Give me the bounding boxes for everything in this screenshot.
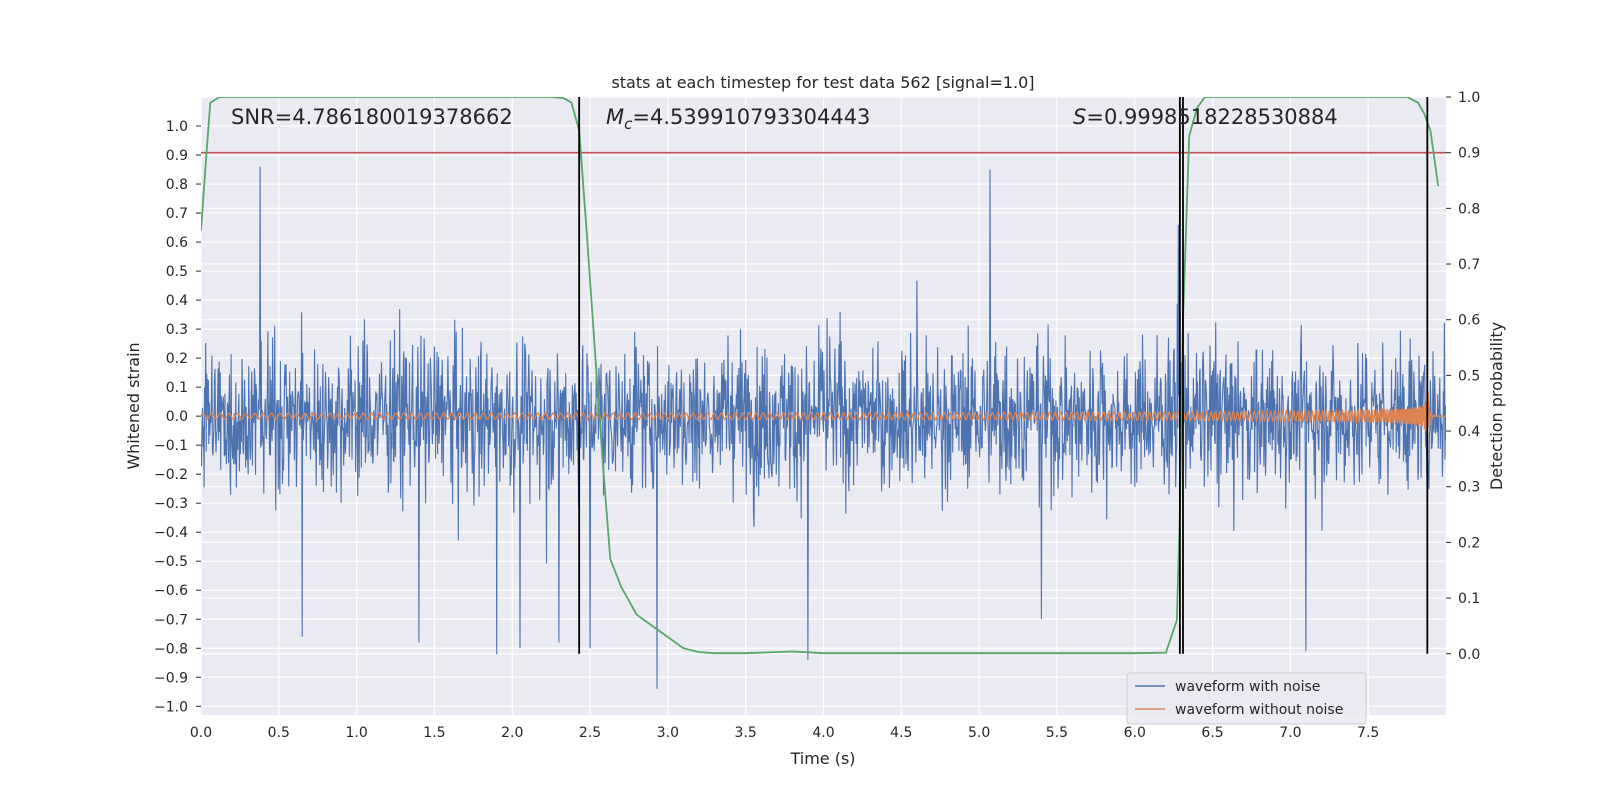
- statistic-symbol: S: [1073, 105, 1086, 129]
- x-tick-label: 2.0: [501, 725, 523, 741]
- y-left-tick-label: 0.6: [166, 235, 188, 251]
- y-left-tick-label: −0.4: [154, 525, 188, 541]
- y-left-tick-label: −1.0: [154, 699, 188, 715]
- y-left-tick-label: −0.7: [154, 612, 188, 628]
- x-tick-label: 1.0: [345, 725, 367, 741]
- y-left-tick-label: −0.6: [154, 583, 188, 599]
- y-left-tick-label: 0.2: [166, 351, 188, 367]
- x-tick-label: 7.0: [1279, 725, 1301, 741]
- y-left-tick-label: 0.7: [166, 206, 188, 222]
- y-left-tick-label: −0.2: [154, 467, 188, 483]
- x-axis-label: Time (s): [789, 749, 855, 768]
- x-tick-label: 6.5: [1201, 725, 1223, 741]
- y-left-tick-label: 0.4: [166, 293, 188, 309]
- chirp-mass-symbol: M: [606, 105, 624, 129]
- y-right-tick-label: 0.7: [1458, 257, 1480, 273]
- legend-label-noise: waveform with noise: [1175, 679, 1320, 695]
- y-right-tick-label: 0.2: [1458, 535, 1480, 551]
- snr-annotation: SNR=4.786180019378662: [231, 105, 513, 129]
- y-left-tick-label: 0.9: [166, 148, 188, 164]
- y-left-tick-label: −0.1: [154, 438, 188, 454]
- y-right-tick-label: 0.3: [1458, 480, 1480, 496]
- y-axis-left-label: Whitened strain: [124, 342, 143, 469]
- chirp-mass-annotation: Mc=4.539910793304443: [606, 105, 870, 133]
- x-tick-label: 0.5: [268, 725, 290, 741]
- x-tick-label: 7.5: [1357, 725, 1379, 741]
- x-tick-label: 2.5: [579, 725, 601, 741]
- y-left-tick-label: 0.3: [166, 322, 188, 338]
- y-left-tick-label: 0.8: [166, 177, 188, 193]
- x-tick-label: 3.0: [657, 725, 679, 741]
- x-tick-label: 0.0: [190, 725, 212, 741]
- y-right-tick-label: 1.0: [1458, 90, 1480, 106]
- statistic-value: =0.9998518228530884: [1086, 105, 1337, 129]
- legend-label-clean: waveform without noise: [1175, 702, 1343, 718]
- y-right-tick-label: 0.1: [1458, 591, 1480, 607]
- legend: waveform with noise waveform without noi…: [1126, 672, 1367, 725]
- chirp-mass-subscript: c: [624, 115, 633, 133]
- x-tick-label: 5.0: [968, 725, 990, 741]
- x-tick-label: 4.5: [890, 725, 912, 741]
- y-right-tick-label: 0.8: [1458, 201, 1480, 217]
- x-tick-label: 1.5: [423, 725, 445, 741]
- data-layer: [201, 97, 1446, 689]
- y-left-tick-label: 0.5: [166, 264, 188, 280]
- y-left-tick-label: 1.0: [166, 119, 188, 135]
- y-left-tick-label: −0.5: [154, 554, 188, 570]
- statistic-annotation: S=0.9998518228530884: [1073, 105, 1338, 129]
- x-tick-label: 4.0: [812, 725, 834, 741]
- y-left-tick-label: 0.0: [166, 409, 188, 425]
- y-axis-right-label: Detection probability: [1487, 322, 1506, 490]
- y-right-tick-label: 0.9: [1458, 146, 1480, 162]
- legend-box: [1126, 672, 1367, 725]
- detection-probability-line: [201, 97, 1440, 655]
- y-left-tick-label: −0.9: [154, 670, 188, 686]
- y-left-tick-label: 0.1: [166, 380, 188, 396]
- y-right-tick-label: 0.0: [1458, 647, 1480, 663]
- x-tick-label: 5.5: [1046, 725, 1068, 741]
- x-tick-label: 6.0: [1124, 725, 1146, 741]
- axes: 0.0 0.5 1.0 1.5 2.0 2.5 3.0 3.5 4.0 4.5 5.0 5.5 6.0 6…: [154, 90, 1480, 741]
- y-right-tick-label: 0.6: [1458, 313, 1480, 329]
- x-tick-label: 3.5: [735, 725, 757, 741]
- chirp-mass-value: =4.539910793304443: [632, 105, 870, 129]
- waveform-without-noise-line: [201, 390, 1446, 435]
- y-left-tick-label: −0.3: [154, 496, 188, 512]
- y-left-tick-label: −0.8: [154, 641, 188, 657]
- waveform-with-noise-line: [201, 166, 1446, 689]
- chart-title: stats at each timestep for test data 562…: [611, 73, 1034, 92]
- y-right-tick-label: 0.5: [1458, 368, 1480, 384]
- y-right-tick-label: 0.4: [1458, 424, 1480, 440]
